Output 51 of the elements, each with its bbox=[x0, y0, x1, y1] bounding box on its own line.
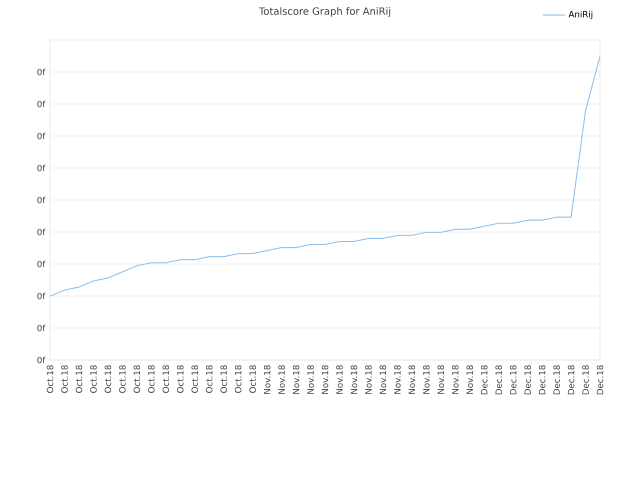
text: 0f bbox=[37, 132, 46, 140]
x-tick-label: Dec.18 bbox=[538, 365, 546, 394]
x-tick-label: Oct.18 bbox=[206, 365, 212, 393]
x-tick-label: Dec.18 bbox=[553, 365, 560, 394]
text: 0f bbox=[37, 196, 46, 204]
x-tick-label: Nov.18 bbox=[322, 365, 328, 394]
x-tick-label: Oct.18 bbox=[90, 365, 97, 393]
x-tick-label: Oct.18 bbox=[249, 365, 256, 393]
x-tick-label: Nov.18 bbox=[408, 365, 416, 394]
x-tick-label: Nov.18 bbox=[292, 365, 300, 394]
x-tick-label: Nov.18 bbox=[380, 365, 386, 394]
text: 0f bbox=[37, 292, 46, 300]
x-tick-label: Dec.18 bbox=[510, 365, 516, 394]
x-tick-label: Nov.18 bbox=[365, 365, 372, 394]
x-tick-label: Oct.18 bbox=[220, 365, 227, 393]
x-tick-label: Nov.18 bbox=[336, 365, 343, 394]
text: 0f bbox=[37, 68, 46, 76]
x-tick-label: Oct.18 bbox=[148, 365, 155, 393]
x-tick-label: Dec.18 bbox=[582, 365, 589, 394]
x-tick-label: Nov.18 bbox=[466, 365, 474, 394]
x-tick-label: Oct.18 bbox=[134, 365, 140, 393]
text: 0f bbox=[37, 100, 46, 108]
x-tick-label: Nov.18 bbox=[307, 365, 314, 394]
text: 0f bbox=[37, 356, 46, 364]
x-tick-label: Oct.18 bbox=[234, 365, 242, 393]
x-tick-label: Oct.18 bbox=[76, 365, 82, 393]
x-tick-label: Dec.18 bbox=[495, 365, 502, 394]
x-tick-label: Dec.18 bbox=[596, 365, 604, 394]
x-tick-label: Dec.18 bbox=[480, 365, 488, 394]
chart-title: Totalscore Graph for AniRij bbox=[258, 7, 390, 17]
x-tick-label: Nov.18 bbox=[264, 365, 270, 394]
text: 0f bbox=[37, 260, 46, 268]
x-tick-label: Oct.18 bbox=[61, 365, 68, 393]
x-tick-label: Dec.18 bbox=[524, 365, 531, 394]
legend-label: AniRij bbox=[568, 10, 592, 20]
x-tick-label: Oct.18 bbox=[46, 365, 54, 393]
x-tick-label: Nov.18 bbox=[452, 365, 459, 394]
x-tick-label: Nov.18 bbox=[350, 365, 358, 394]
x-tick-label: Oct.18 bbox=[191, 365, 198, 393]
text: 0f bbox=[37, 324, 46, 332]
text: 0f bbox=[37, 228, 46, 236]
x-tick-label: Nov.18 bbox=[438, 365, 444, 394]
x-tick-label: Nov.18 bbox=[423, 365, 430, 394]
x-tick-label: Dec.18 bbox=[568, 365, 574, 394]
x-tick-label: Oct.18 bbox=[119, 365, 126, 393]
text: 0f bbox=[37, 164, 46, 172]
x-tick-label: Nov.18 bbox=[394, 365, 401, 394]
x-tick-label: Oct.18 bbox=[104, 365, 112, 393]
x-tick-label: Oct.18 bbox=[162, 365, 170, 393]
x-tick-label: Nov.18 bbox=[278, 365, 285, 394]
x-tick-label: Oct.18 bbox=[177, 365, 184, 393]
